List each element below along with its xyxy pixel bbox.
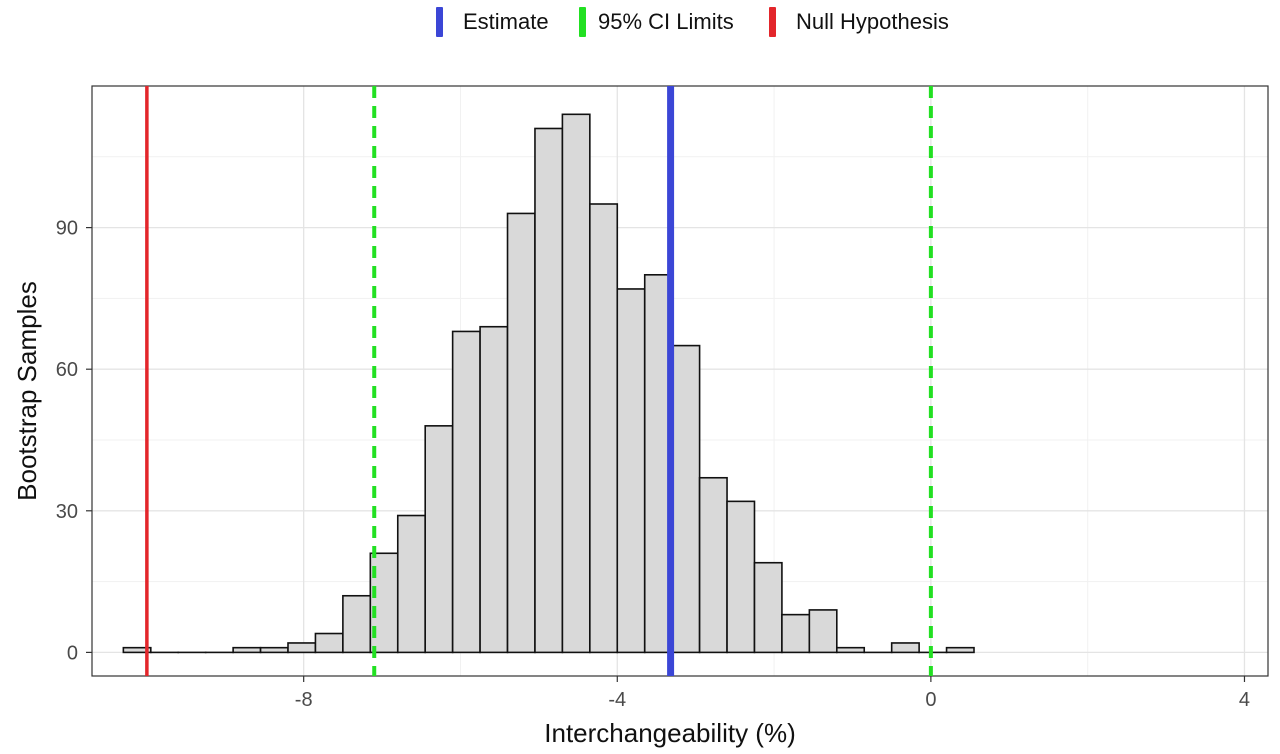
histogram-bar xyxy=(589,203,619,654)
histogram-bar xyxy=(726,500,756,654)
y-tick-label: 30 xyxy=(56,501,78,523)
histogram-bar xyxy=(479,325,509,654)
axis-ticks: -8 -4 0 4 0 30 60 90 xyxy=(56,218,1250,711)
histogram-bar xyxy=(396,514,427,654)
histogram-bar xyxy=(808,609,838,654)
histogram-bar xyxy=(781,613,811,654)
histogram-bar xyxy=(314,632,344,654)
histogram-bar xyxy=(698,476,728,654)
legend-label-estimate: Estimate xyxy=(463,9,549,34)
legend-swatch-estimate xyxy=(436,7,443,37)
histogram-bar xyxy=(671,344,701,654)
y-tick-label: 60 xyxy=(56,359,78,381)
histogram-bar xyxy=(122,646,152,654)
histogram-bar xyxy=(835,646,866,654)
histogram-bar xyxy=(232,646,262,654)
histogram-bar xyxy=(506,212,536,654)
plot-panel-border xyxy=(91,85,1269,677)
legend-item-estimate: Estimate xyxy=(436,6,549,38)
legend-item-null-hypothesis: Null Hypothesis xyxy=(769,6,949,38)
x-axis-title: Interchangeability (%) xyxy=(544,718,795,748)
histogram-bar xyxy=(287,642,317,654)
histogram-bars xyxy=(122,113,975,654)
reference-lines xyxy=(145,86,933,676)
x-tick-label: -8 xyxy=(295,689,313,711)
y-axis-title: Bootstrap Samples xyxy=(12,281,42,501)
histogram-bar xyxy=(945,646,975,654)
histogram-bar xyxy=(451,330,481,654)
legend-label-ci-limits: 95% CI Limits xyxy=(598,9,734,34)
histogram-bar xyxy=(424,425,454,654)
y-tick-label: 0 xyxy=(67,642,78,664)
legend-label-null-hypothesis: Null Hypothesis xyxy=(796,9,949,34)
legend-swatch-ci-limits xyxy=(579,7,586,37)
legend-swatch-null-hypothesis xyxy=(769,7,776,37)
y-tick-label: 90 xyxy=(56,218,78,240)
chart-legend: Estimate 95% CI Limits Null Hypothesis xyxy=(0,0,1280,44)
histogram-bar xyxy=(616,288,646,654)
histogram-bar xyxy=(753,561,783,654)
x-tick-label: 0 xyxy=(925,689,936,711)
histogram-bar xyxy=(342,594,372,654)
x-tick-label: -4 xyxy=(608,689,626,711)
histogram-bar xyxy=(259,646,289,654)
histogram-bar xyxy=(534,127,564,654)
histogram-bar xyxy=(890,642,920,654)
histogram-bar xyxy=(561,113,591,654)
x-tick-label: 4 xyxy=(1239,689,1250,711)
legend-item-ci-limits: 95% CI Limits xyxy=(579,6,734,38)
